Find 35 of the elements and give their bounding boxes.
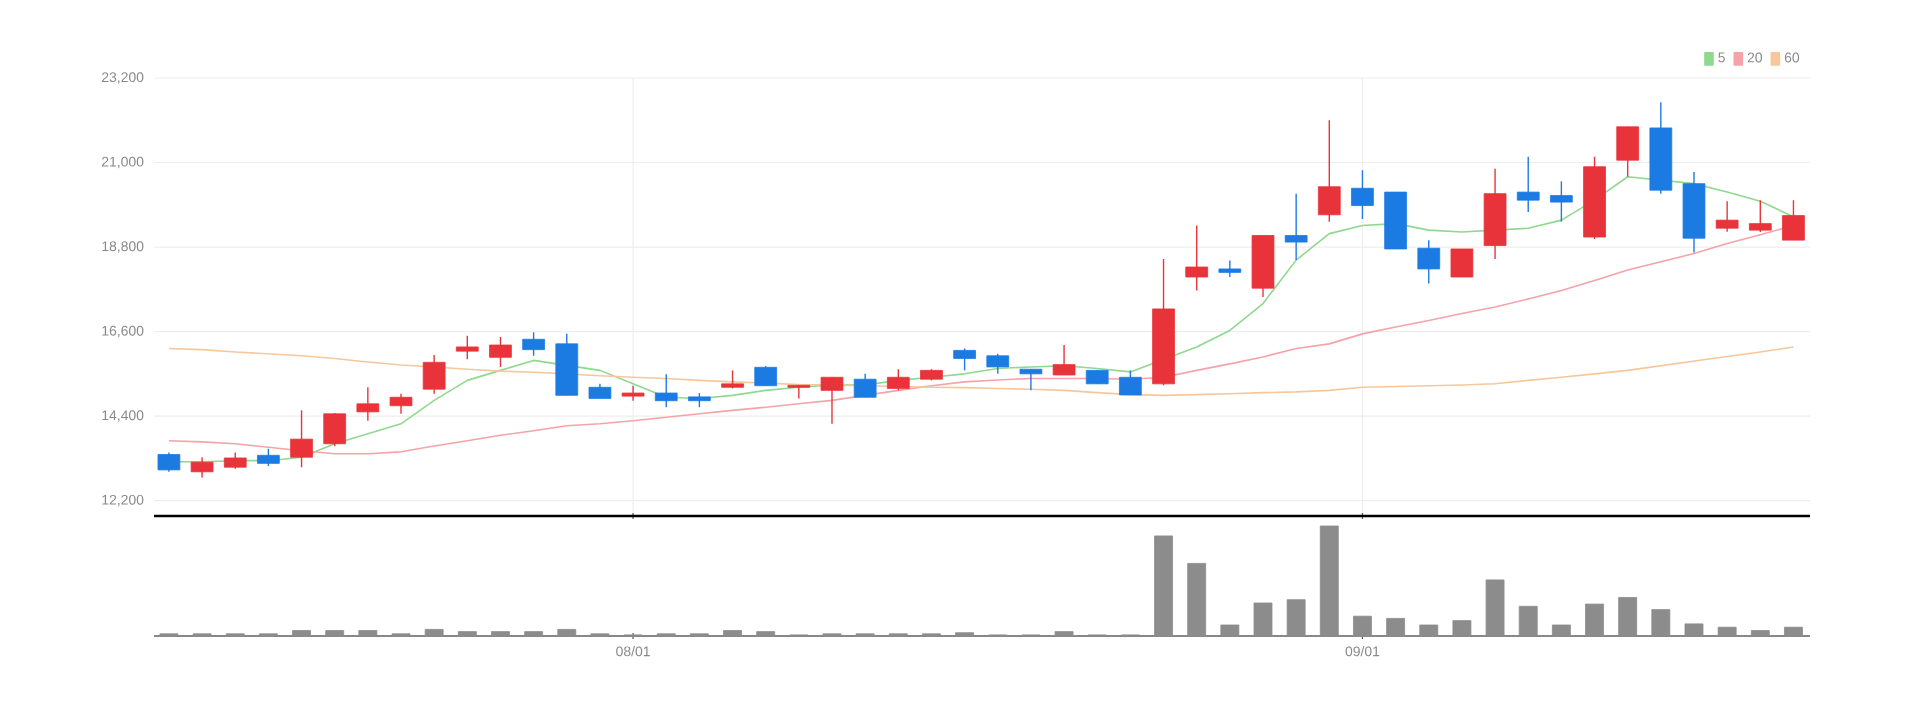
candlestick [455,335,479,360]
candlestick [356,386,380,422]
candlestick [489,336,512,368]
candlestick [290,409,313,468]
candlestick [820,376,844,425]
candlestick [1218,259,1242,278]
candlestick [1748,199,1772,233]
candlestick [157,451,181,473]
candlestick [654,373,678,408]
candlestick [1317,119,1341,223]
candlestick [1516,156,1540,213]
candlestick [1616,126,1640,178]
candlestick [323,412,347,447]
candlestick [1351,169,1374,220]
candlestick [422,354,446,395]
candlestick [986,353,1010,375]
candlestick [1019,368,1043,392]
candlestick [1450,248,1474,278]
candlestick [853,373,877,398]
candlestick [522,331,545,357]
candlestick [1119,369,1142,396]
candlestick [1185,224,1209,292]
candlestick [1550,180,1573,223]
candlestick [389,393,413,415]
candlestick [754,365,778,387]
candlestick [1284,192,1308,261]
candlestick [953,347,976,372]
candlestick [1715,200,1739,233]
candlestick [1417,239,1441,285]
candlestick [886,368,910,392]
candlestick [787,384,811,400]
candlestick [190,456,214,479]
candlestick [1782,199,1805,241]
candlestick [1052,344,1076,376]
candlestick [621,385,645,402]
